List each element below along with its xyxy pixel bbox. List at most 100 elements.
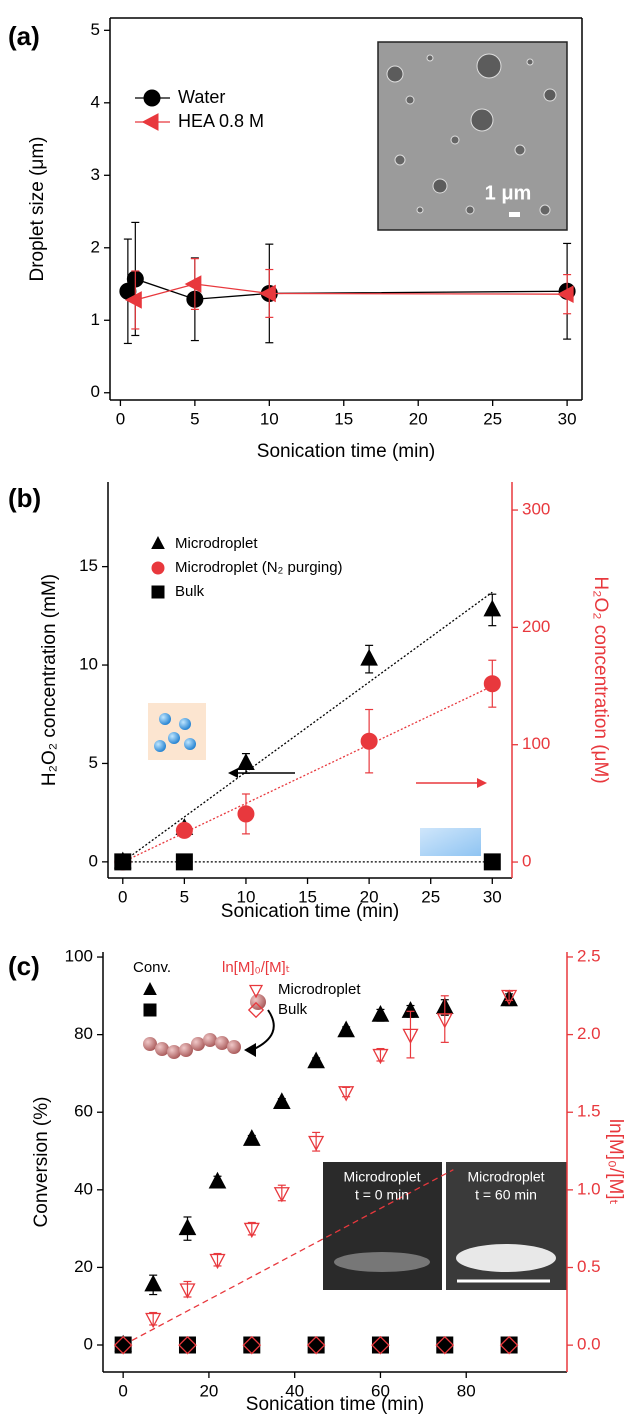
y-axis-title: Droplet size (μm) — [27, 136, 48, 281]
x-tick-label: 0 — [118, 887, 127, 906]
marker — [208, 1171, 227, 1189]
photo-label: t = 0 min — [355, 1187, 409, 1203]
marker — [273, 1187, 290, 1203]
photo-label: t = 60 min — [475, 1187, 537, 1203]
panel-label: (a) — [8, 21, 40, 51]
legend-label: Water — [178, 87, 225, 107]
x-tick-label: 15 — [334, 409, 353, 428]
y2-tick-label: 1.5 — [577, 1102, 601, 1121]
x-tick-label: 80 — [457, 1381, 476, 1400]
marker — [179, 1283, 196, 1299]
legend-marker — [151, 561, 165, 575]
x-tick-label: 5 — [180, 887, 189, 906]
y-tick-label: 5 — [91, 20, 100, 39]
marker — [499, 1335, 519, 1355]
fit-line — [122, 591, 493, 863]
x-tick-label: 5 — [190, 409, 199, 428]
marker — [242, 1335, 262, 1355]
x-axis-title: Sonication time (min) — [246, 1394, 424, 1415]
y2-tick-label: 2.0 — [577, 1024, 601, 1043]
marker — [307, 1336, 325, 1354]
y2-axis-title: H₂O₂ concentration (μM) — [590, 576, 611, 783]
x-tick-label: 0 — [118, 1381, 127, 1400]
marker — [237, 805, 255, 823]
y-axis-title: Conversion (%) — [31, 1097, 52, 1228]
x-tick-label: 25 — [483, 409, 502, 428]
marker — [483, 853, 501, 871]
y-tick-label: 40 — [74, 1179, 93, 1198]
y-tick-label: 2 — [91, 237, 100, 256]
legend-marker — [143, 89, 161, 107]
legend-marker — [143, 982, 157, 995]
marker — [237, 753, 255, 770]
legend-header: Conv. — [133, 959, 171, 976]
marker — [114, 1336, 132, 1354]
marker — [243, 1336, 261, 1354]
marker — [272, 1092, 291, 1110]
marker — [175, 821, 193, 839]
x-tick-label: 25 — [421, 887, 440, 906]
marker — [483, 675, 501, 693]
x-tick-label: 0 — [116, 409, 125, 428]
marker — [372, 1048, 389, 1065]
legend-marker — [151, 536, 165, 549]
marker — [501, 989, 518, 1006]
panel-label: (b) — [8, 483, 41, 513]
marker — [243, 1222, 260, 1239]
legend-marker — [247, 1001, 265, 1019]
marker — [307, 1051, 325, 1069]
polymer-graphic — [143, 994, 275, 1059]
x-tick-label: 30 — [483, 887, 502, 906]
marker — [402, 1028, 419, 1045]
y-axis-title: H₂O₂ concentration (mM) — [39, 574, 60, 786]
y-tick-label: 15 — [79, 556, 98, 575]
legend-label: Bulk — [175, 583, 205, 600]
marker — [125, 291, 142, 309]
y2-tick-label: 200 — [522, 617, 550, 636]
bulk-icon — [420, 828, 481, 856]
marker — [360, 648, 378, 666]
legend-marker — [248, 984, 264, 999]
marker — [306, 1335, 326, 1355]
y2-tick-label: 2.5 — [577, 946, 601, 965]
y2-tick-label: 0.5 — [577, 1257, 601, 1276]
y2-tick-label: 300 — [522, 500, 550, 519]
marker — [175, 853, 193, 871]
marker — [338, 1086, 355, 1102]
marker — [144, 1274, 163, 1292]
x-tick-label: 15 — [298, 887, 317, 906]
marker — [337, 1020, 355, 1038]
marker — [436, 1336, 454, 1354]
marker — [500, 1336, 518, 1354]
series-line — [135, 283, 568, 301]
marker — [371, 1336, 389, 1354]
y2-tick-label: 100 — [522, 734, 550, 753]
y-tick-label: 100 — [65, 947, 93, 966]
legend-label: Bulk — [278, 1001, 308, 1018]
legend-header: ln[M]₀/[M]ₜ — [222, 959, 290, 976]
marker — [184, 275, 202, 293]
legend-label: Microdroplet (N₂ purging) — [175, 559, 343, 576]
x-tick-label: 30 — [558, 409, 577, 428]
marker — [556, 285, 574, 303]
marker — [308, 1135, 325, 1152]
y2-tick-label: 0.0 — [577, 1335, 601, 1354]
marker — [360, 732, 378, 750]
legend-marker — [143, 1003, 157, 1017]
marker — [259, 284, 276, 303]
x-tick-label: 10 — [260, 409, 279, 428]
marker — [178, 1335, 197, 1355]
marker — [178, 1336, 196, 1354]
photo-inset — [323, 1162, 567, 1290]
legend-label: Microdroplet — [278, 981, 361, 998]
marker — [242, 1129, 261, 1146]
micrograph-inset — [377, 41, 568, 231]
fit-line — [122, 1169, 454, 1346]
x-tick-label: 20 — [360, 887, 379, 906]
marker — [371, 1335, 390, 1355]
y2-tick-label: 0 — [522, 852, 531, 871]
marker — [145, 1312, 162, 1329]
legend-label: Microdroplet — [175, 535, 258, 552]
